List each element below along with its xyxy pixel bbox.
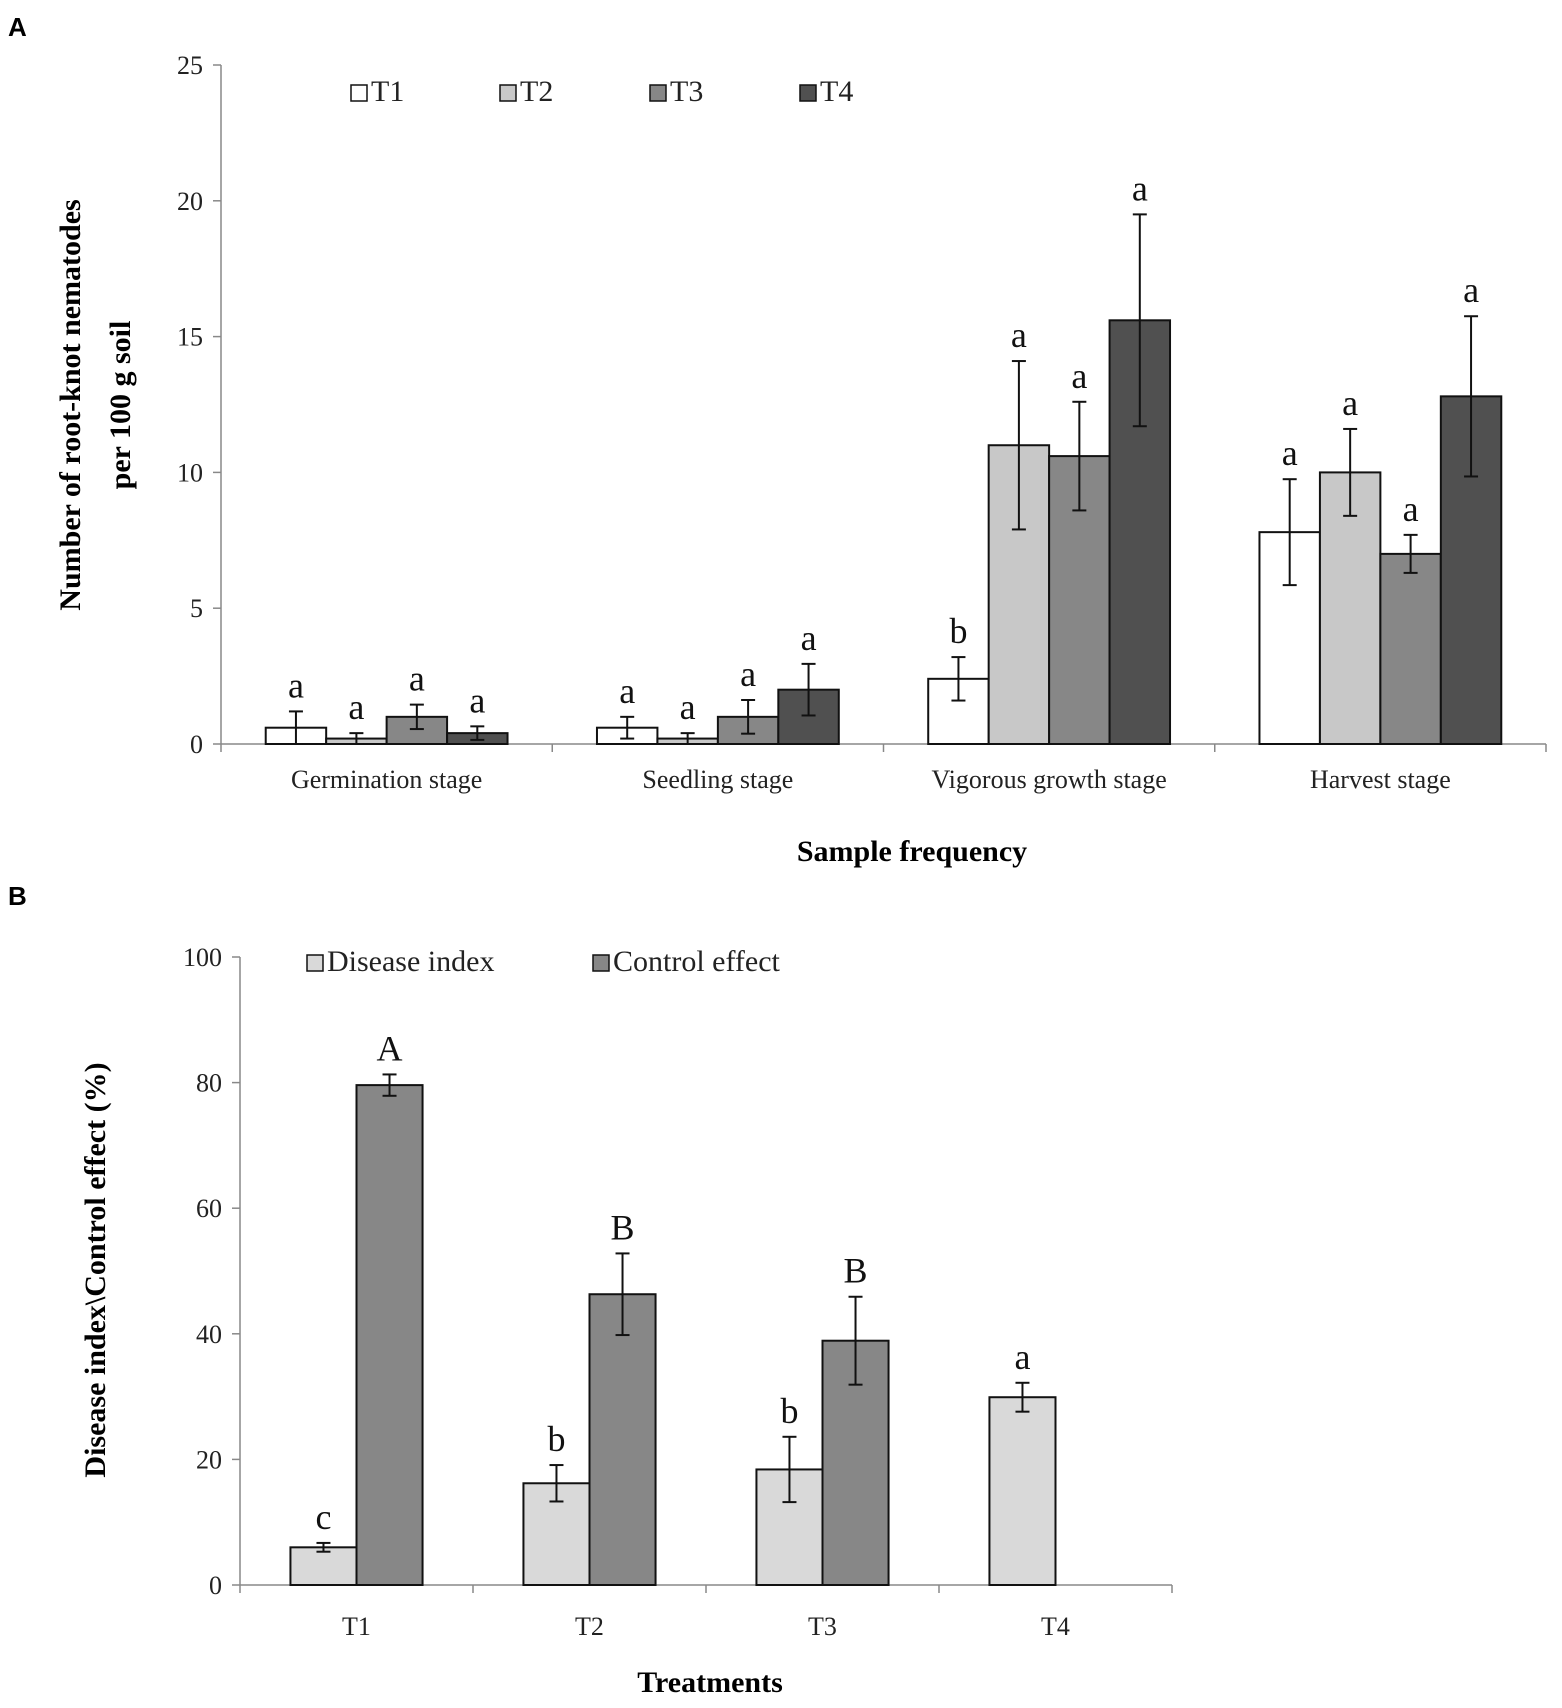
panel-b-x-ticks: T1 T2 T3 T4 <box>239 1585 1173 1641</box>
panel-a-y-tick-label: 5 <box>190 594 203 623</box>
panel-b-y-tick-label: 60 <box>196 1194 222 1223</box>
panel-b-significance-letter: b <box>547 1419 565 1459</box>
panel-b-significance-letter: a <box>1014 1337 1030 1377</box>
panel-b-significance-letter: B <box>611 1207 635 1247</box>
panel-a-legend-label: T3 <box>670 75 703 108</box>
panel-b-bar <box>289 1546 358 1586</box>
panel-a-significance-letter: a <box>1403 489 1419 529</box>
panel-a-chart: 0 5 10 15 20 25 Germination stage Seedling sta… <box>54 51 1547 868</box>
panel-a-significance-letter: a <box>680 687 696 727</box>
panel-a-significance-letter: b <box>949 611 967 651</box>
panel-a-letter: A <box>8 12 27 42</box>
panel-b-legend-swatch <box>306 954 324 972</box>
panel-a-significance-letter: a <box>288 665 304 705</box>
panel-b-significance-letter: A <box>377 1028 403 1068</box>
panel-a-significance-letter: a <box>469 680 485 720</box>
panel-a-category-label: Harvest stage <box>1310 765 1451 794</box>
panel-a-significance-letter: a <box>409 659 425 699</box>
panel-a-category-label: Vigorous growth stage <box>931 765 1166 794</box>
panel-b-significance-letter: B <box>844 1251 868 1291</box>
panel-b-bar <box>588 1293 657 1586</box>
panel-a-bar <box>1379 552 1442 745</box>
panel-a-legend-swatch <box>499 84 517 102</box>
panel-a-y-label-line1: Number of root-knot nematodes <box>54 199 87 610</box>
panel-b-legend-swatch <box>592 954 610 972</box>
panel-a-y-tick-label: 20 <box>177 187 203 216</box>
panel-b-legend-label: Control effect <box>613 945 781 978</box>
panel-b-legend: Disease index Control effect <box>306 945 781 978</box>
panel-a-category-label: Seedling stage <box>642 765 793 794</box>
panel-b-letter: B <box>8 881 27 911</box>
panel-b-x-label: Treatments <box>637 1666 783 1699</box>
panel-a-category-label: Germination stage <box>291 765 482 794</box>
panel-a-significance-letter: a <box>1342 383 1358 423</box>
panel-b-y-tick-label: 0 <box>209 1571 222 1600</box>
panel-a-legend-swatch <box>799 84 817 102</box>
panel-a-legend-label: T4 <box>820 75 853 108</box>
panel-a-y-tick-label: 15 <box>177 323 203 352</box>
panel-a-bar <box>987 444 1051 745</box>
panel-b-category-label: T3 <box>808 1612 837 1641</box>
panel-a-x-label: Sample frequency <box>797 835 1027 868</box>
panel-b-y-label: Disease index\Control effect (%) <box>79 1062 112 1477</box>
panel-b-y-tick-label: 20 <box>196 1445 222 1474</box>
panel-a-significance-letter: a <box>1463 270 1479 310</box>
panel-a-legend-swatch <box>649 84 667 102</box>
panel-b-category-label: T4 <box>1041 1612 1070 1641</box>
panel-b-chart: 0 20 40 60 80 100 T1 T2 T3 T4 c b b a A B B Disease in… <box>79 943 1173 1699</box>
panel-a-significance-letter: a <box>348 687 364 727</box>
panel-a-significance-letter: a <box>740 654 756 694</box>
panel-a-significance-letter: a <box>801 618 817 658</box>
panel-a-y-ticks: 0 5 10 15 20 25 <box>177 51 221 759</box>
panel-a-bars: a a b a a a a a a a a a a a a a <box>264 168 1503 746</box>
panel-b-category-label: T2 <box>575 1612 604 1641</box>
panel-b-y-tick-label: 80 <box>196 1069 222 1098</box>
panel-a-significance-letter: a <box>1282 433 1298 473</box>
panel-a-y-tick-label: 0 <box>190 730 203 759</box>
panel-a-y-tick-label: 10 <box>177 458 203 487</box>
panel-b-bar <box>988 1396 1057 1587</box>
panel-a-legend: T1 T2 T3 T4 <box>350 75 853 108</box>
panel-a-y-tick-label: 25 <box>177 51 203 80</box>
panel-b-y-ticks: 0 20 40 60 80 100 <box>183 943 240 1600</box>
panel-b-category-label: T1 <box>342 1612 371 1641</box>
panel-a-legend-label: T1 <box>371 75 404 108</box>
panel-a-significance-letter: a <box>1071 356 1087 396</box>
panel-a-legend-swatch <box>350 84 368 102</box>
panel-b-significance-letter: c <box>315 1497 331 1537</box>
panel-a-significance-letter: a <box>619 671 635 711</box>
panel-a-x-ticks: Germination stage Seedling stage Vigorous … <box>220 744 1547 794</box>
panel-a-significance-letter: a <box>1132 168 1148 208</box>
panel-b-legend-label: Disease index <box>327 945 494 978</box>
panel-b-significance-letter: b <box>780 1391 798 1431</box>
panel-b-bars: c b b a A B B <box>289 1028 1057 1587</box>
panel-b-y-tick-label: 100 <box>183 943 222 972</box>
panel-a-significance-letter: a <box>1011 315 1027 355</box>
panel-b-bar <box>355 1084 424 1587</box>
panel-a-y-label-line2: per 100 g soil <box>104 321 137 490</box>
panel-b-y-tick-label: 40 <box>196 1320 222 1349</box>
panel-a-legend-label: T2 <box>520 75 553 108</box>
